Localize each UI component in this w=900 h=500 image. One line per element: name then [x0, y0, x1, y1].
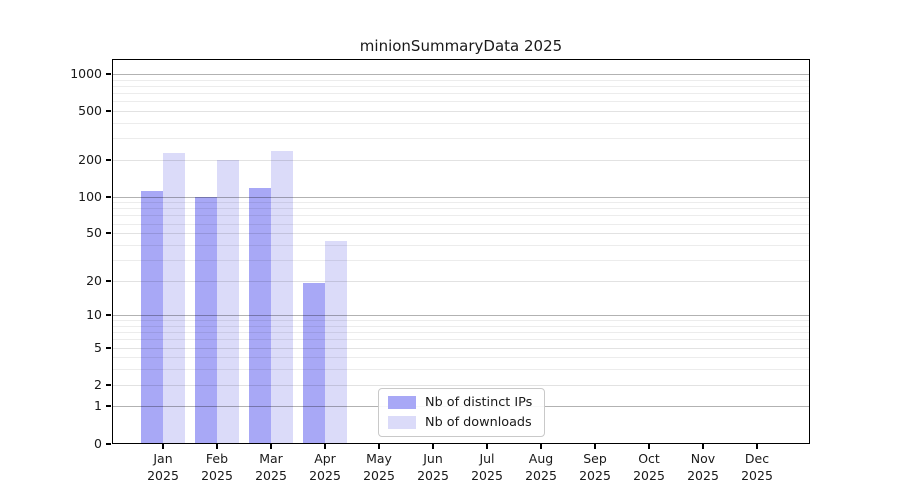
gridline-minor-9 — [113, 320, 809, 322]
gridline-minor-400 — [113, 122, 809, 124]
gridline-major-500 — [113, 110, 809, 112]
y-tick-label-5: 5 — [94, 339, 102, 355]
legend-entry-downloads: Nb of downloads — [388, 415, 535, 430]
x-tick-mark-feb — [216, 444, 218, 449]
x-tick-label-dec: Dec 2025 — [741, 451, 773, 483]
legend-swatch-icon — [388, 416, 416, 429]
legend-entry-distinct-ips: Nb of distinct IPs — [388, 395, 535, 410]
x-tick-label-sep: Sep 2025 — [579, 451, 611, 483]
gridline-major-50 — [113, 233, 809, 235]
x-tick-mark-jan — [162, 444, 164, 449]
gridline-minor-300 — [113, 138, 809, 140]
x-tick-label-apr: Apr 2025 — [309, 451, 341, 483]
gridline-minor-3 — [113, 369, 809, 371]
bar-ips-apr — [303, 283, 325, 444]
bar-ips-jan — [141, 190, 163, 444]
bar-downloads-jan — [163, 153, 185, 444]
gridline-minor-80 — [113, 208, 809, 210]
chart-title: minionSummaryData 2025 — [359, 37, 563, 55]
x-tick-mark-dec — [756, 444, 758, 449]
y-tick-label-2: 2 — [94, 376, 102, 392]
y-tick-label-200: 200 — [78, 151, 102, 167]
y-tick-mark-50 — [106, 232, 111, 235]
gridline-major-10 — [113, 315, 809, 317]
x-tick-label-jan: Jan 2025 — [147, 451, 179, 483]
x-tick-mark-mar — [270, 444, 272, 449]
gridline-minor-700 — [113, 92, 809, 94]
legend-entry-label: Nb of downloads — [425, 415, 532, 430]
gridline-major-200 — [113, 159, 809, 161]
x-tick-mark-jun — [432, 444, 434, 449]
x-tick-label-may: May 2025 — [363, 451, 395, 483]
x-tick-mark-may — [378, 444, 380, 449]
gridline-minor-7 — [113, 332, 809, 334]
legend: Nb of distinct IPs Nb of downloads — [378, 388, 545, 437]
y-tick-mark-0 — [106, 442, 111, 445]
bar-ips-feb — [195, 196, 217, 444]
gridline-major-1000 — [113, 73, 809, 75]
y-tick-mark-200 — [106, 158, 111, 161]
y-tick-label-1000: 1000 — [70, 65, 102, 81]
gridline-major-100 — [113, 196, 809, 198]
x-tick-mark-nov — [702, 444, 704, 449]
x-tick-mark-sep — [594, 444, 596, 449]
y-tick-mark-5 — [106, 346, 111, 349]
x-tick-label-aug: Aug 2025 — [525, 451, 557, 483]
gridline-minor-600 — [113, 101, 809, 103]
gridline-minor-6 — [113, 339, 809, 341]
bar-ips-mar — [249, 188, 271, 444]
y-tick-label-100: 100 — [78, 188, 102, 204]
gridline-major-2 — [113, 384, 809, 386]
bar-downloads-mar — [271, 150, 293, 444]
x-tick-mark-apr — [324, 444, 326, 449]
gridline-minor-4 — [113, 357, 809, 359]
y-tick-mark-500 — [106, 109, 111, 112]
bar-downloads-apr — [325, 241, 347, 444]
legend-swatch-icon — [388, 396, 416, 409]
gridline-minor-8 — [113, 325, 809, 327]
legend-entry-label: Nb of distinct IPs — [425, 395, 533, 410]
gridline-major-5 — [113, 347, 809, 349]
y-tick-mark-2 — [106, 383, 111, 386]
x-tick-label-feb: Feb 2025 — [201, 451, 233, 483]
y-tick-label-50: 50 — [86, 225, 102, 241]
y-tick-label-0: 0 — [94, 435, 102, 451]
gridline-minor-900 — [113, 79, 809, 81]
y-tick-label-1: 1 — [94, 398, 102, 414]
y-tick-mark-100 — [106, 195, 111, 198]
x-tick-label-jul: Jul 2025 — [471, 451, 503, 483]
gridline-minor-90 — [113, 202, 809, 204]
bar-downloads-feb — [217, 159, 239, 444]
x-tick-mark-oct — [648, 444, 650, 449]
gridline-minor-30 — [113, 259, 809, 261]
x-tick-mark-jul — [486, 444, 488, 449]
y-tick-mark-20 — [106, 279, 111, 282]
gridline-minor-40 — [113, 244, 809, 246]
x-tick-label-jun: Jun 2025 — [417, 451, 449, 483]
y-tick-mark-1000 — [106, 72, 111, 75]
gridline-minor-70 — [113, 215, 809, 217]
x-tick-label-nov: Nov 2025 — [687, 451, 719, 483]
gridline-major-20 — [113, 280, 809, 282]
y-tick-label-500: 500 — [78, 102, 102, 118]
x-tick-label-oct: Oct 2025 — [633, 451, 665, 483]
y-tick-mark-10 — [106, 314, 111, 317]
gridline-minor-60 — [113, 223, 809, 225]
gridline-minor-800 — [113, 85, 809, 87]
y-tick-label-10: 10 — [86, 307, 102, 323]
y-tick-mark-1 — [106, 405, 111, 408]
y-tick-label-20: 20 — [86, 272, 102, 288]
x-tick-mark-aug — [540, 444, 542, 449]
x-tick-label-mar: Mar 2025 — [255, 451, 287, 483]
